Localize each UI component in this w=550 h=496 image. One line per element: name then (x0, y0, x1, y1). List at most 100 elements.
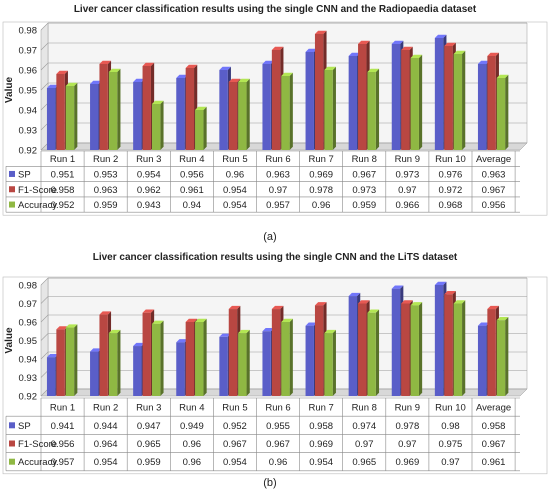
table-cell-value: 0.978 (395, 421, 419, 432)
legend-swatch (9, 458, 15, 465)
table-cell-value: 0.944 (94, 421, 118, 432)
y-tick-label: 0.96 (19, 318, 38, 329)
bar-top (434, 34, 447, 38)
chart-frame (2, 276, 548, 475)
bar-top (65, 324, 78, 328)
x-category-label: Run 3 (136, 154, 161, 165)
bar-side (160, 100, 164, 150)
table-cell-value: 0.954 (223, 185, 247, 196)
bar-front (434, 285, 444, 396)
x-category-label: Run 5 (222, 403, 247, 414)
bar (324, 329, 336, 396)
table-cell-value: 0.973 (352, 185, 376, 196)
bar (151, 320, 164, 396)
legend-label: F1-Score (18, 439, 57, 450)
bar-front (324, 70, 333, 150)
bar-top (410, 302, 423, 306)
table-cell-value: 0.967 (223, 439, 247, 450)
table-cell-value: 0.978 (309, 185, 333, 196)
table-cell-value: 0.961 (482, 457, 506, 468)
bar-top (133, 342, 145, 347)
table-cell-value: 0.968 (439, 200, 463, 211)
gridline (40, 296, 527, 304)
bar-top (477, 322, 490, 326)
table-cell-value: 0.967 (266, 439, 290, 450)
bar-top (151, 320, 164, 324)
bar-front (65, 327, 75, 396)
table-cell-value: 0.958 (309, 421, 333, 432)
bar-front (238, 333, 247, 396)
y-tick-label: 0.95 (19, 336, 38, 347)
table-cell-value: 0.947 (137, 421, 161, 432)
bar-front (487, 309, 496, 396)
bar-top (314, 30, 327, 34)
bar-front (401, 303, 410, 396)
bar-front (358, 303, 367, 396)
bar-front (348, 56, 358, 150)
bar-front (314, 305, 324, 396)
table-cell-value: 0.967 (482, 439, 506, 450)
table-cell-value: 0.954 (223, 200, 247, 211)
y-tick-label: 0.96 (19, 66, 38, 77)
bar-top (151, 100, 164, 104)
table-cell-value: 0.957 (51, 457, 75, 468)
chart-panel-2: Liver cancer classification results usin… (2, 252, 548, 489)
bar-top (228, 78, 241, 82)
bar-front (487, 56, 496, 150)
bar-top (142, 309, 155, 313)
bar-front (367, 72, 376, 150)
table-cell-value: 0.973 (395, 169, 419, 180)
bar-front (238, 82, 247, 150)
table-cell-value: 0.96 (226, 169, 245, 180)
bar-side (203, 318, 207, 396)
table-cell-value: 0.954 (309, 457, 333, 468)
legend-label: Accuracy (18, 457, 57, 468)
table-cell-value: 0.952 (51, 200, 75, 211)
bar-top (238, 78, 250, 82)
bar-top (367, 68, 380, 72)
bar-front (358, 44, 367, 150)
x-category-label: Run 5 (222, 154, 247, 165)
bar-front (133, 82, 142, 150)
bar-front (195, 322, 204, 396)
y-tick-label: 0.95 (19, 86, 38, 97)
table-cell-value: 0.965 (137, 439, 161, 450)
bar-front (99, 64, 108, 150)
table-cell-value: 0.957 (266, 200, 290, 211)
bar-top (262, 60, 275, 64)
bar (195, 106, 207, 150)
bar-front (453, 54, 463, 150)
table-cell-value: 0.976 (439, 169, 463, 180)
gridline (40, 277, 527, 286)
bar-side (117, 329, 121, 396)
bar-front (271, 309, 281, 396)
table-cell-value: 0.961 (180, 185, 204, 196)
legend-label: Accuracy (18, 200, 57, 211)
bar-top (219, 66, 231, 70)
bar-top (401, 300, 413, 304)
x-category-label: Run 1 (50, 154, 75, 165)
bar-front (262, 331, 271, 396)
bar (238, 78, 250, 150)
table-cell-value: 0.969 (309, 169, 333, 180)
gridline (40, 22, 527, 31)
bar-top (271, 305, 284, 310)
x-category-label: Run 4 (179, 403, 204, 414)
table-cell-value: 0.953 (94, 169, 118, 180)
bar-side (160, 320, 164, 396)
table-cell-value: 0.975 (439, 439, 463, 450)
x-category-label: Run 7 (308, 154, 333, 165)
bar (281, 72, 293, 150)
bar-top (46, 353, 59, 358)
bar-front (99, 314, 108, 396)
bar-side (332, 66, 336, 150)
bar-top (444, 42, 456, 46)
bar-top (133, 78, 145, 82)
table-cell-value: 0.96 (183, 439, 202, 450)
x-category-label: Run 4 (179, 154, 204, 165)
bar-front (444, 294, 453, 396)
table-cell-value: 0.963 (482, 169, 506, 180)
bar-side (462, 300, 466, 396)
bar-top (195, 318, 207, 322)
